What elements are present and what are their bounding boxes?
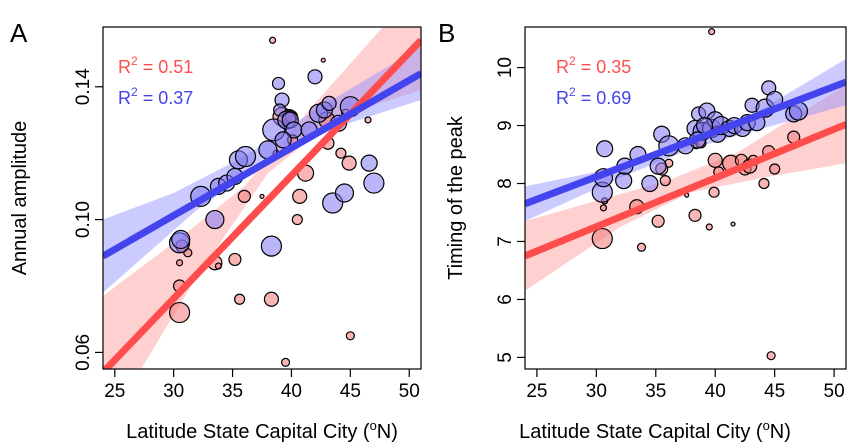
panel-a-x-tick-label-25: 25	[104, 381, 125, 402]
panel-a-point-red-26	[345, 331, 355, 341]
panel-a-point-blue-29	[274, 131, 292, 149]
panel-b-r2-blue: R2 = 0.69	[556, 85, 631, 108]
panel-b-label: B	[438, 18, 455, 48]
panel-a-y-tick-label-2: 0.14	[73, 68, 94, 105]
panel-a-x-tick-label-50: 50	[399, 381, 420, 402]
panel-b-fit-lines	[525, 78, 846, 260]
panel-b-point-red-18	[730, 221, 736, 227]
panel-b-point-red-27	[769, 163, 781, 175]
panel-b-point-blue-2	[596, 140, 614, 158]
panel-a-x-tick-label-30: 30	[163, 381, 184, 402]
panel-a-x-ticks: 25 30 35 40 45 50	[104, 369, 420, 402]
panel-b-x-ticks: 25 30 35 40 45 50	[526, 369, 845, 402]
panel-b-point-red-13	[705, 223, 713, 231]
panel-b-xlabel: Latitude State Capital City (oN)	[519, 418, 791, 443]
panel-a-point-blue-1	[171, 229, 191, 250]
panel-a-plot	[103, 27, 421, 369]
panel-b-plot	[525, 28, 846, 361]
panel-b-point-red-16	[707, 152, 723, 168]
panel-a-point-blue-22	[321, 95, 337, 111]
panel-b-point-red-4	[636, 242, 647, 252]
panel-b-r2-red: R2 = 0.35	[556, 54, 631, 77]
panel-a-point-blue-12	[271, 76, 286, 91]
panel-b-x-tick-label-40: 40	[705, 381, 726, 402]
panel-a-point-blue-3	[205, 209, 225, 230]
panel-b-fit-line-blue	[525, 78, 846, 208]
panel-b-point-red-0	[591, 227, 613, 250]
panel-b-x-tick-label-30: 30	[586, 381, 607, 402]
panel-a-point-red-0	[168, 301, 191, 324]
panel-b-y-tick-label-5: 10	[495, 57, 516, 78]
panel-a-point-blue-25	[334, 183, 355, 203]
panel-a-point-red-7	[228, 252, 242, 267]
panel-a-point-red-12	[269, 36, 277, 44]
panel-a-point-blue-27	[360, 154, 378, 172]
panel-b-fit-line-red	[525, 121, 846, 260]
panel-a-point-red-29	[291, 213, 303, 226]
panel-a-point-red-2	[175, 259, 184, 267]
panel-a-point-red-20	[320, 57, 326, 63]
panel-b-y-tick-label-4: 9	[495, 120, 516, 131]
panel-a-frame	[102, 26, 422, 370]
panel-a-xlabel: Latitude State Capital City (oN)	[126, 418, 398, 443]
panel-a-point-red-23	[335, 147, 347, 159]
panel-a-label: A	[10, 18, 28, 48]
panel-b-ylabel: Timing of the peak	[445, 115, 467, 280]
panel-b-x-tick-label-45: 45	[764, 381, 785, 402]
panel-a-point-red-27	[364, 116, 372, 124]
panel-b-x-tick-label-50: 50	[824, 381, 845, 402]
panel-b-y-tick-label-2: 7	[495, 236, 516, 247]
panel-a-r2-red: R2 = 0.51	[118, 54, 193, 77]
panel-b-point-red-10	[688, 208, 702, 222]
panel-a-point-red-9	[237, 189, 251, 203]
panel-a-point-red-8	[234, 293, 246, 305]
panel-b-point-red-26	[766, 351, 776, 361]
panel-b-point-red-14	[708, 28, 716, 36]
panel-a-y-tick-label-0: 0.06	[73, 334, 94, 371]
panel-a-point-red-14	[280, 357, 291, 367]
panel-a-x-tick-label-35: 35	[222, 381, 243, 402]
panel-a-y-tick-label-1: 0.10	[73, 201, 94, 238]
panel-b: B 25 30 35 40 45 50 5 6 7 8 9 10 R2 = 0.35 R2 = 0.…	[438, 18, 847, 443]
panel-a-point-red-10	[259, 193, 265, 199]
panel-a-point-blue-19	[307, 69, 323, 85]
panel-b-y-tick-label-3: 8	[495, 178, 516, 189]
panel-b-point-red-5	[651, 214, 665, 228]
panel-a-fit-line-red	[103, 37, 421, 369]
panel-a-x-tick-label-45: 45	[340, 381, 361, 402]
panel-a-y-ticks: 0.06 0.10 0.14	[73, 68, 103, 371]
panel-b-point-red-24	[758, 177, 770, 190]
panel-b-point-blue-6	[641, 174, 659, 193]
panel-b-frame	[524, 26, 847, 370]
panel-a-point-red-11	[263, 291, 280, 307]
panel-b-point-red-15	[708, 186, 720, 198]
panel-a-point-blue-10	[260, 235, 283, 257]
panel-b-y-ticks: 5 6 7 8 9 10	[495, 57, 525, 363]
panel-a: A 25 30 35 40 45 50 0.06 0.10 0.14 R2 = 0.51 R2…	[9, 18, 422, 443]
panel-a-point-blue-8	[234, 145, 257, 168]
panel-a-ylabel: Annual amplitude	[9, 121, 31, 276]
panel-a-r2-blue: R2 = 0.37	[118, 85, 193, 108]
panel-b-point-blue-3	[615, 172, 633, 190]
panel-a-point-red-25	[341, 155, 357, 171]
panel-b-point-red-1	[599, 204, 608, 212]
panel-b-y-tick-label-1: 6	[495, 294, 516, 305]
panel-a-point-red-6	[214, 262, 223, 270]
panel-b-x-tick-label-35: 35	[645, 381, 666, 402]
panel-b-x-tick-label-25: 25	[526, 381, 547, 402]
panel-a-fit-lines	[103, 37, 421, 369]
panel-a-point-red-18	[292, 188, 308, 204]
panel-a-point-blue-28	[363, 172, 385, 194]
panel-b-point-blue-7	[649, 157, 667, 175]
panel-a-fit-line-blue	[103, 70, 421, 260]
panel-b-point-red-7	[659, 175, 671, 187]
panel-a-x-tick-label-40: 40	[281, 381, 302, 402]
panel-b-y-tick-label-0: 5	[495, 352, 516, 363]
